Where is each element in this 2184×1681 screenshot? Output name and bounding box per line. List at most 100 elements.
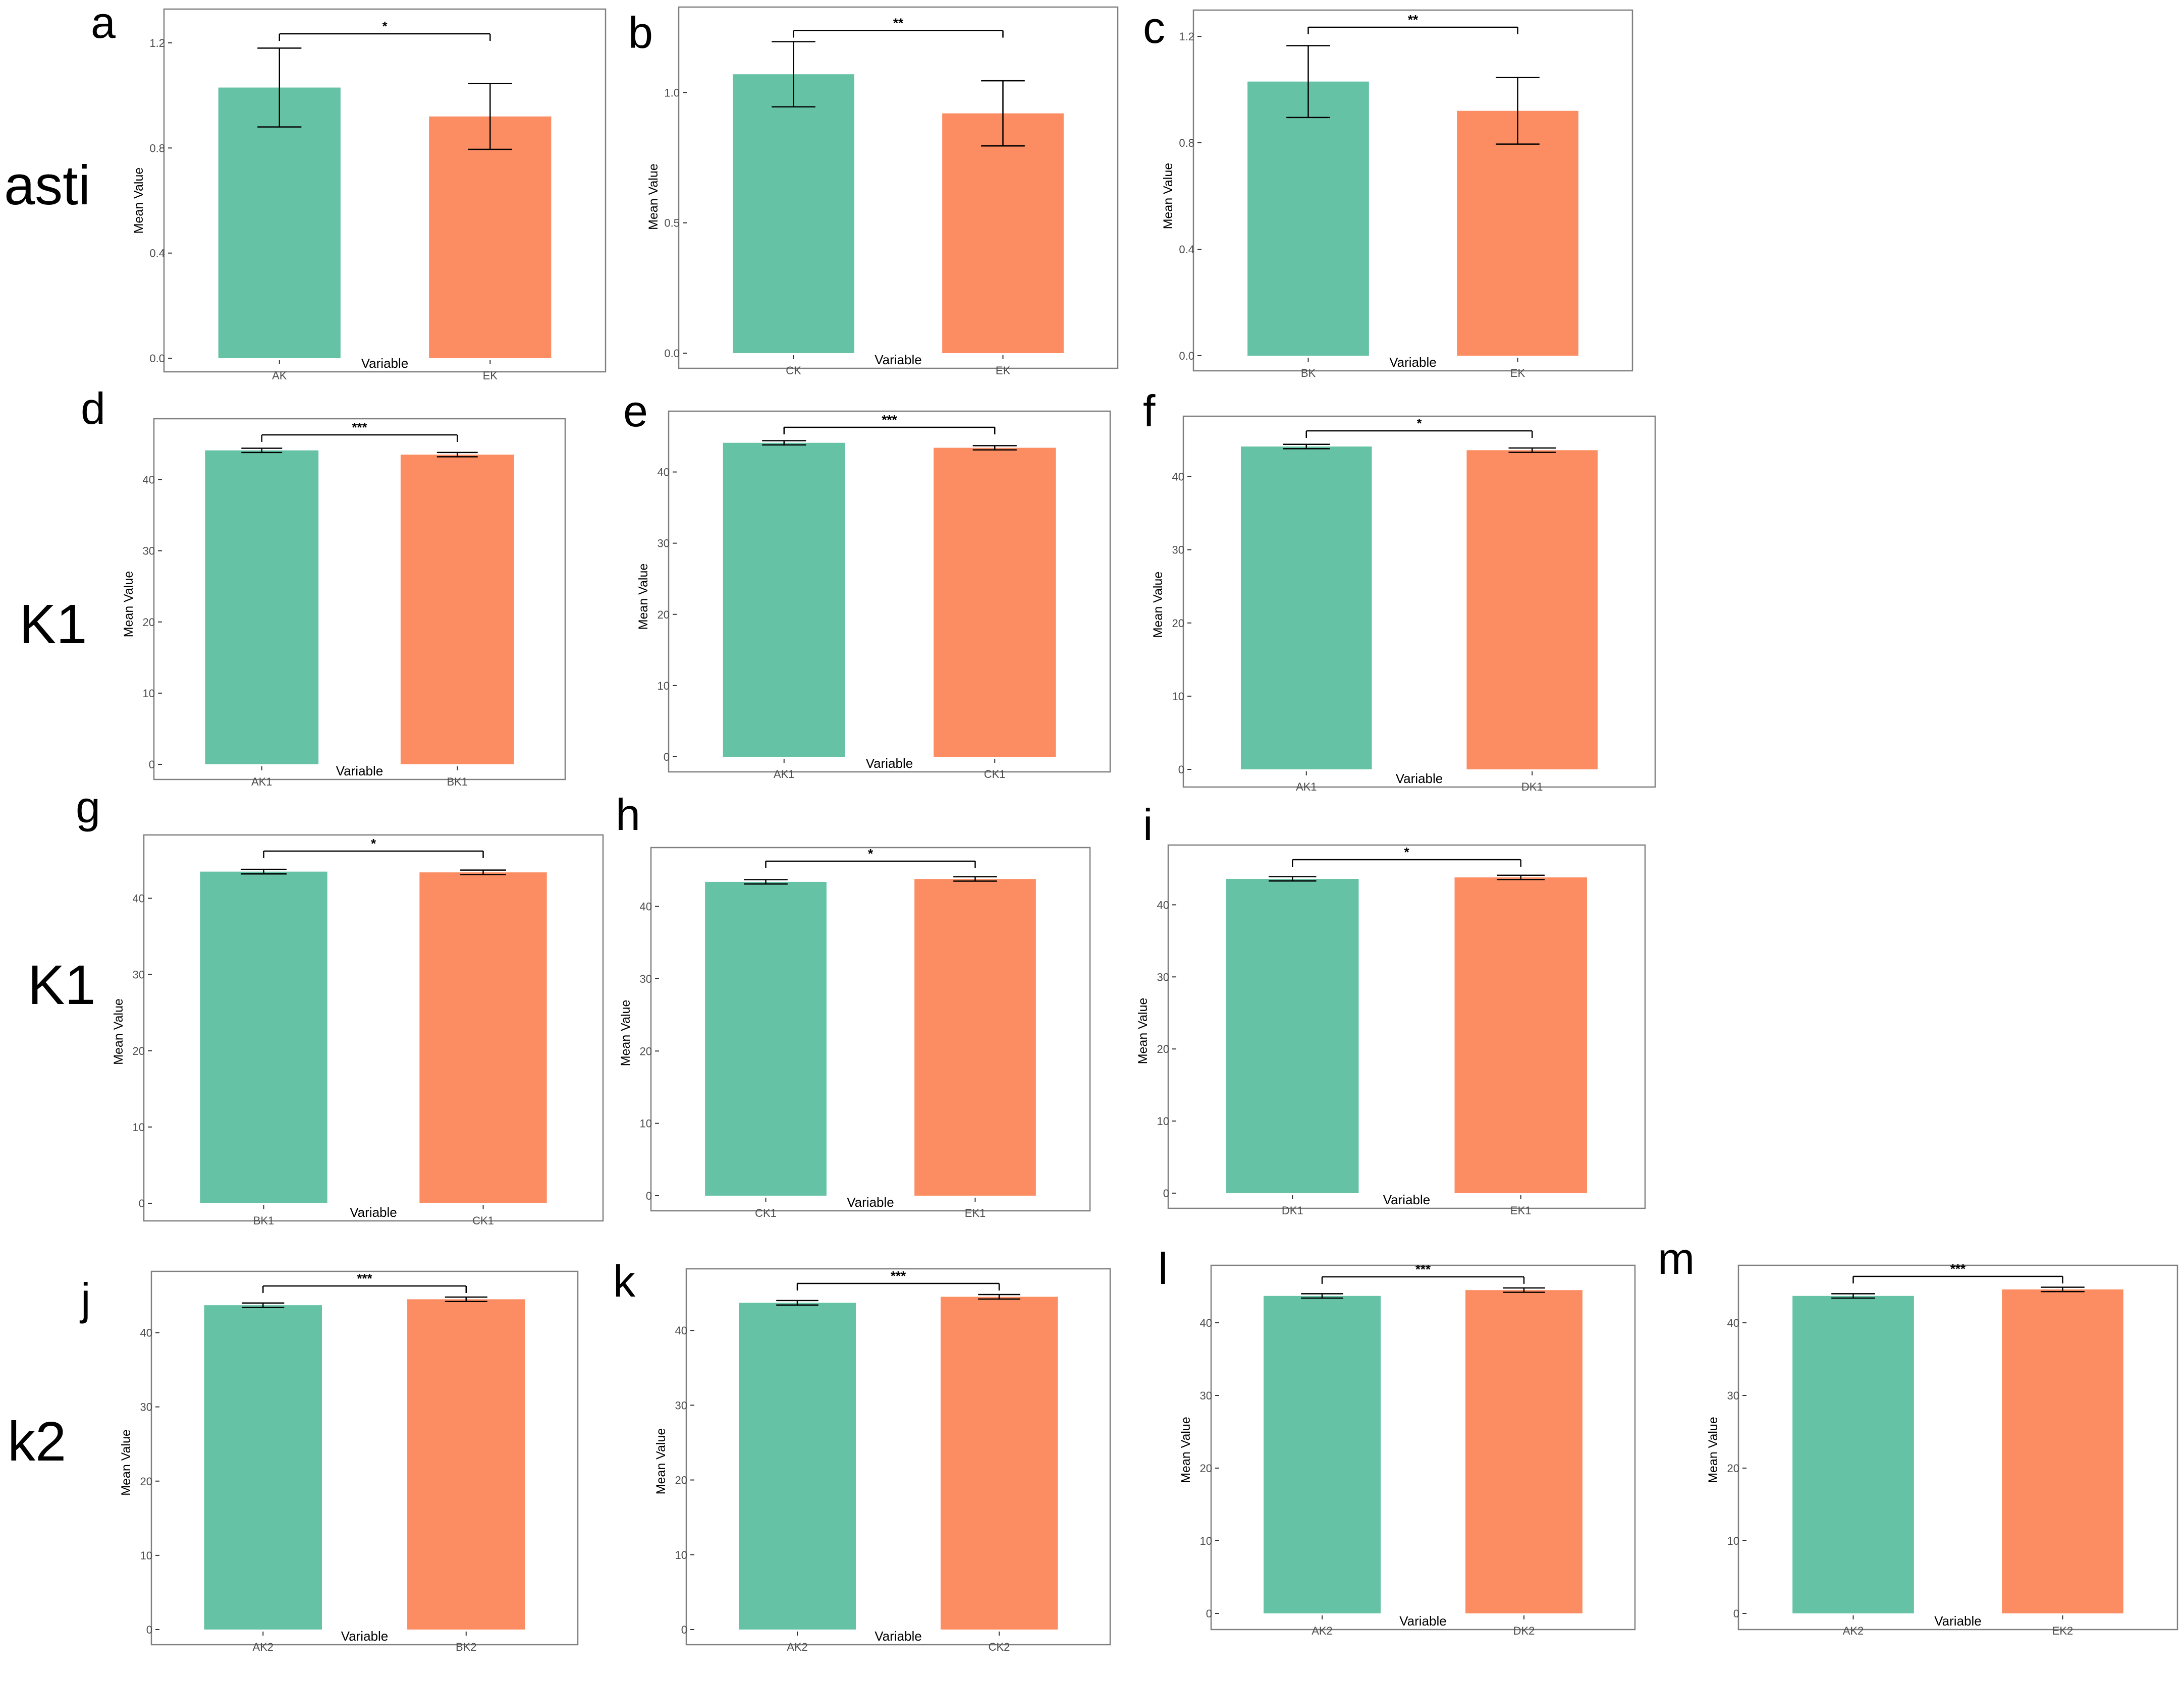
- bar-ek: [429, 116, 552, 359]
- significance-marker: ***: [357, 1271, 372, 1286]
- x-tick-label: AK1: [251, 775, 272, 788]
- bar-ek: [1457, 110, 1578, 356]
- y-tick-label: 0: [646, 1190, 652, 1202]
- x-tick-label: DK1: [1282, 1204, 1303, 1217]
- y-axis-title: Mean Value: [1179, 1417, 1193, 1483]
- panel-c: c 0.0 0.4 0.8 1.2 BK EK ** Variable Mean Value: [1143, 3, 1633, 379]
- y-tick-label: 30: [143, 545, 155, 557]
- y-tick-label: 10: [140, 1549, 152, 1562]
- y-tick-label: 20: [133, 1045, 145, 1057]
- bar-ak1: [723, 442, 845, 757]
- y-tick-label: 40: [658, 466, 670, 479]
- y-tick-label: 30: [1727, 1389, 1739, 1402]
- y-tick-label: 40: [1200, 1317, 1212, 1329]
- significance-marker: ***: [352, 420, 367, 435]
- plot-frame: [1210, 1264, 1636, 1631]
- x-tick-label: BK1: [447, 775, 468, 788]
- y-tick-label: 0.8: [1179, 137, 1194, 149]
- y-tick-label: 20: [140, 1475, 152, 1488]
- bar-ak2: [1264, 1296, 1381, 1613]
- bar-dk1: [1466, 450, 1598, 769]
- x-tick-label: BK1: [253, 1214, 275, 1227]
- x-axis-title: Variable: [1389, 355, 1436, 370]
- plot-frame: [685, 1268, 1111, 1646]
- y-axis-title: Mean Value: [1706, 1417, 1720, 1483]
- y-tick-label: 30: [140, 1401, 152, 1414]
- x-tick-label: AK2: [1312, 1624, 1333, 1637]
- y-tick-label: 30: [133, 969, 145, 981]
- x-tick-label: BK: [1301, 367, 1316, 379]
- y-tick-label: 0.0: [149, 352, 165, 365]
- bar-dk2: [1465, 1290, 1582, 1613]
- plot-frame: [1737, 1264, 2178, 1631]
- y-tick-label: 0: [1733, 1607, 1739, 1620]
- row-labels: asti K1 K1 k2: [4, 154, 96, 1473]
- x-axis-title: Variable: [875, 352, 921, 367]
- panel-f: f 0 10 20 30 40 AK1 DK1 * Variable Mean Value: [1143, 386, 1656, 793]
- y-tick-label: 0: [664, 751, 670, 763]
- bar-ek2: [2002, 1289, 2123, 1613]
- x-axis-title: Variable: [866, 756, 913, 771]
- y-tick-label: 30: [658, 537, 670, 550]
- bar-ck1: [705, 881, 827, 1196]
- y-tick-label: 0.0: [664, 347, 680, 360]
- y-axis-title: Mean Value: [646, 163, 661, 230]
- x-tick-label: DK2: [1513, 1624, 1535, 1637]
- panel-d: d 0 10 20 30 40 AK1 BK1 *** Variable Mean Value: [81, 383, 566, 788]
- y-tick-label: 1.2: [149, 37, 165, 49]
- y-tick-label: 10: [1727, 1535, 1739, 1547]
- y-tick-label: 0: [1178, 763, 1184, 776]
- y-tick-label: 40: [675, 1324, 687, 1337]
- x-axis-title: Variable: [847, 1195, 894, 1210]
- significance-marker: *: [1404, 845, 1409, 860]
- y-tick-label: 0: [1163, 1187, 1169, 1200]
- bar-ek1: [914, 879, 1036, 1196]
- plot-frame: [163, 8, 607, 373]
- panel-letter: m: [1658, 1234, 1695, 1283]
- y-axis-title: Mean Value: [1136, 998, 1150, 1064]
- y-axis-title: Mean Value: [619, 1000, 633, 1067]
- bar-bk: [1247, 81, 1369, 356]
- plot-frame: [668, 410, 1111, 773]
- significance-marker: ***: [882, 412, 897, 427]
- panel-b: b 0.0 0.5 1.0 CK EK ** Variable Mean Value: [628, 6, 1119, 377]
- y-tick-label: 0: [681, 1623, 687, 1636]
- plot-frame: [153, 418, 566, 780]
- plot-frame: [1182, 415, 1656, 788]
- y-tick-label: 0.5: [664, 217, 680, 230]
- bar-ek1: [1454, 877, 1587, 1193]
- x-tick-label: EK: [483, 369, 498, 382]
- y-axis-title: Mean Value: [1161, 163, 1175, 230]
- y-tick-label: 0.8: [149, 142, 165, 154]
- y-tick-label: 10: [1172, 690, 1184, 703]
- x-tick-label: AK: [272, 369, 287, 382]
- x-tick-label: AK2: [787, 1641, 808, 1653]
- plot-frame: [1192, 9, 1633, 372]
- panel-letter: e: [623, 386, 648, 436]
- y-tick-label: 40: [143, 474, 155, 486]
- plot-frame: [143, 834, 604, 1222]
- x-tick-label: DK1: [1521, 780, 1543, 793]
- x-axis-title: Variable: [1383, 1192, 1430, 1207]
- panel-j: j 0 10 20 30 40 AK2 BK2 *** Variable Mean Value: [79, 1270, 579, 1653]
- x-tick-label: AK2: [1843, 1624, 1864, 1637]
- y-tick-label: 20: [1172, 617, 1184, 630]
- y-tick-label: 0: [1206, 1607, 1212, 1620]
- row-label: K1: [19, 593, 87, 655]
- y-tick-label: 30: [1172, 544, 1184, 556]
- panel-letter: h: [616, 790, 640, 839]
- panel-letter: g: [76, 782, 100, 832]
- panel-letter: j: [79, 1274, 91, 1324]
- row-label: asti: [4, 154, 90, 216]
- x-axis-title: Variable: [341, 1629, 388, 1644]
- panel-k: k 0 10 20 30 40 AK2 CK2 *** Variable Mean Value: [613, 1256, 1111, 1653]
- y-tick-label: 40: [140, 1327, 152, 1339]
- x-tick-label: EK2: [2052, 1624, 2073, 1637]
- y-tick-label: 10: [1200, 1535, 1212, 1547]
- y-tick-label: 20: [640, 1045, 652, 1057]
- x-tick-label: AK1: [1296, 780, 1317, 793]
- panel-l: l 0 10 20 30 40 AK2 DK2 *** Variable Mean Value: [1158, 1244, 1636, 1637]
- significance-marker: *: [868, 846, 873, 861]
- y-axis-title: Mean Value: [112, 998, 126, 1065]
- y-tick-label: 0: [149, 758, 155, 771]
